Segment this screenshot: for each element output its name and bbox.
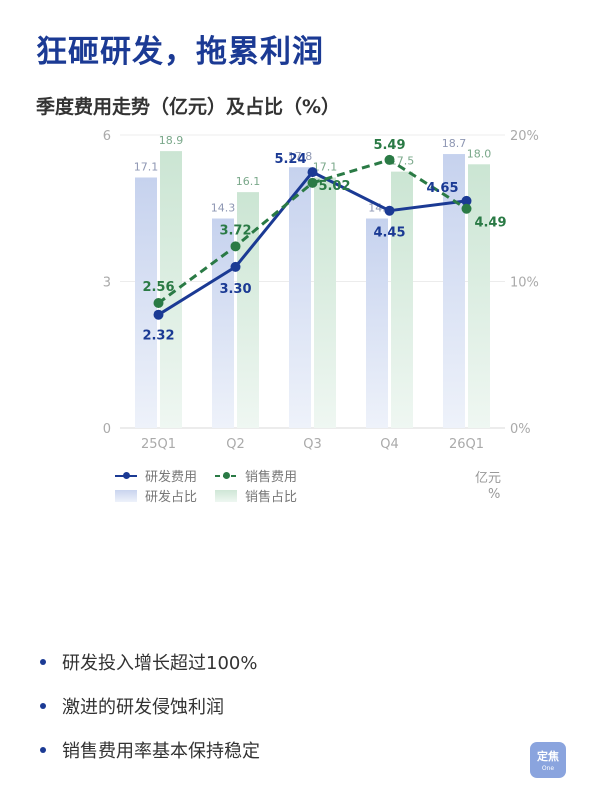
data-point-rd-expense xyxy=(307,167,318,178)
bar-data-label: 18.0 xyxy=(467,147,492,160)
line-data-label: 4.65 xyxy=(426,181,458,196)
bullet-item: 研发投入增长超过100% xyxy=(40,640,260,684)
line-data-label: 5.49 xyxy=(373,138,405,153)
data-point-sales-expense xyxy=(384,154,395,165)
legend-item-rd-expense: 研发费用 xyxy=(115,466,197,485)
legend-label: 研发费用 xyxy=(145,470,198,485)
data-point-rd-expense xyxy=(153,309,164,320)
bullet-text: 销售费用率基本保持稳定 xyxy=(62,741,260,762)
legend-item-sales-ratio: 销售占比 xyxy=(215,486,297,505)
brand-logo: 定焦 One xyxy=(530,742,566,778)
bar-data-label: 18.7 xyxy=(442,137,467,150)
legend-item-rd-ratio: 研发占比 xyxy=(115,486,197,505)
bar-rd-ratio xyxy=(289,167,311,429)
chart-legend: 研发费用 销售费用 研发占比 销售占比 亿元 % xyxy=(115,466,515,506)
logo-subtext: One xyxy=(541,765,555,772)
legend-swatch-sales-expense xyxy=(215,471,237,479)
bar-data-label: 17.5 xyxy=(390,155,415,168)
logo-text: 定焦 xyxy=(537,750,559,763)
bullet-list: 研发投入增长超过100% 激进的研发侵蚀利润 销售费用率基本保持稳定 xyxy=(40,640,260,772)
line-data-label: 5.24 xyxy=(274,152,306,167)
data-point-sales-expense xyxy=(153,297,164,308)
series-line-rd-expense xyxy=(157,170,467,316)
bar-rd-ratio xyxy=(135,177,157,428)
bullet-text: 研发投入增长超过100% xyxy=(62,653,258,674)
chart-subtitle: 季度费用走势（亿元）及占比（%） xyxy=(36,96,341,118)
left-axis-tick-label: 0 xyxy=(103,422,111,437)
bar-rd-ratio xyxy=(212,218,234,428)
line-data-label: 4.49 xyxy=(474,216,506,231)
bar-sales-ratio xyxy=(160,151,182,429)
data-point-sales-expense xyxy=(461,203,472,214)
line-data-label: 5.02 xyxy=(318,179,350,194)
bar-data-label: 17.8 xyxy=(288,150,313,163)
bar-data-label: 17.1 xyxy=(134,160,159,173)
right-axis-tick-label: 0% xyxy=(510,422,531,437)
right-axis-tick-label: 10% xyxy=(510,276,539,291)
line-data-label: 3.72 xyxy=(219,223,251,238)
bullet-item: 销售费用率基本保持稳定 xyxy=(40,728,260,772)
category-tick-label: 26Q1 xyxy=(449,437,484,452)
chart: 0 3 6 0% 10% 20% 17.1 14.3 17.8 14. 18.7 18.9 16.1 17… xyxy=(103,129,539,452)
bar-data-label: 16.1 xyxy=(236,175,261,188)
data-point-sales-expense xyxy=(307,177,318,188)
line-data-label: 2.32 xyxy=(142,329,174,344)
data-point-sales-expense xyxy=(230,241,241,252)
bar-sales-ratio xyxy=(391,171,413,428)
bar-data-label: 18.9 xyxy=(159,134,184,147)
legend-unit-right: % xyxy=(488,487,501,502)
bar-data-label: 14. xyxy=(368,202,386,215)
legend-label: 研发占比 xyxy=(145,490,198,505)
bar-rd-ratio xyxy=(366,218,388,428)
line-data-label: 2.56 xyxy=(142,280,174,295)
category-tick-label: Q2 xyxy=(226,437,245,452)
bar-sales-ratio xyxy=(468,164,490,429)
line-data-label: 3.30 xyxy=(219,282,251,297)
left-axis-tick-label: 6 xyxy=(103,129,111,144)
bar-data-label: 14.3 xyxy=(211,202,236,215)
category-tick-label: 25Q1 xyxy=(141,437,176,452)
data-point-rd-expense xyxy=(461,195,472,206)
left-axis-tick-label: 3 xyxy=(103,276,111,291)
legend-label: 销售费用 xyxy=(245,470,298,485)
bullet-item: 激进的研发侵蚀利润 xyxy=(40,684,260,728)
legend-swatch-sales-ratio xyxy=(215,489,237,502)
data-point-rd-expense xyxy=(230,261,241,272)
bar-rd-ratio xyxy=(443,154,465,429)
data-point-rd-expense xyxy=(384,205,395,216)
page-title: 狂砸研发，拖累利润 xyxy=(36,34,324,70)
line-data-label: 4.45 xyxy=(373,226,405,241)
category-tick-label: Q4 xyxy=(380,437,399,452)
bar-data-label: 17.1 xyxy=(313,160,338,173)
bar-sales-ratio xyxy=(314,177,336,428)
legend-label: 销售占比 xyxy=(245,490,298,505)
legend-item-sales-expense: 销售费用 xyxy=(215,466,297,485)
legend-swatch-rd-expense xyxy=(115,471,137,479)
legend-unit-left: 亿元 xyxy=(475,471,502,486)
category-tick-label: Q3 xyxy=(303,437,322,452)
legend-swatch-rd-ratio xyxy=(115,489,137,502)
bullet-text: 激进的研发侵蚀利润 xyxy=(62,697,224,718)
bar-sales-ratio xyxy=(237,192,259,428)
right-axis-tick-label: 20% xyxy=(510,129,539,144)
